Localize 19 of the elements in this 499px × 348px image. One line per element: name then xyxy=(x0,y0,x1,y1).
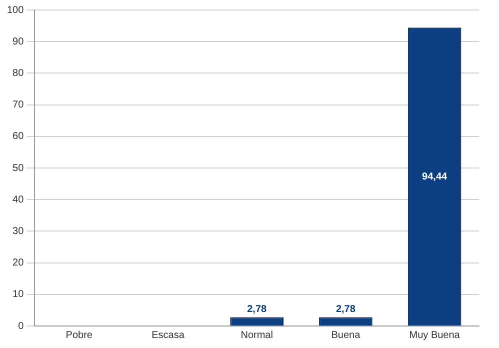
y-tick-label: 20 xyxy=(12,258,24,269)
y-tick-label: 70 xyxy=(12,100,24,111)
y-tick-label: 0 xyxy=(18,320,24,332)
x-tick-label: Buena xyxy=(331,330,361,341)
data-label: 2,78 xyxy=(247,304,268,315)
y-tick-label: 10 xyxy=(12,289,24,300)
x-tick-label: Muy Buena xyxy=(409,330,460,341)
data-label: 2,78 xyxy=(336,304,356,315)
x-tick-label: Pobre xyxy=(66,330,93,341)
y-tick-label: 30 xyxy=(12,226,24,237)
y-tick-label: 40 xyxy=(12,194,24,206)
x-tick-label: Escasa xyxy=(152,330,185,341)
y-tick-label: 90 xyxy=(12,36,24,48)
y-tick-label: 100 xyxy=(6,4,24,16)
data-label: 94,44 xyxy=(422,171,448,182)
y-tick-label: 50 xyxy=(12,162,24,174)
x-tick-label: Normal xyxy=(240,330,273,341)
y-tick-label: 60 xyxy=(12,131,24,142)
y-tick-label: 80 xyxy=(12,68,24,79)
